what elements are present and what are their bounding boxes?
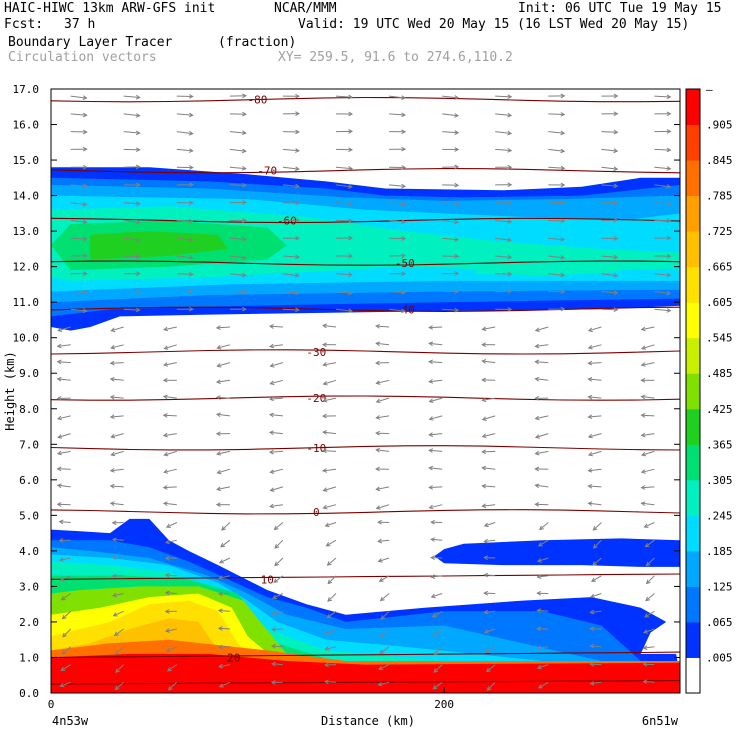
y-tick-label: 7.0 — [19, 438, 39, 451]
valid-time: Valid: 19 UTC Wed 20 May 15 (16 LST Wed … — [298, 17, 690, 32]
y-tick-label: 4.0 — [19, 545, 39, 558]
temperature-contour — [50, 260, 681, 266]
colorbar-frame — [685, 88, 701, 694]
contour-label: -40 — [395, 303, 415, 316]
temperature-contour — [50, 306, 681, 312]
contour-label: 20 — [227, 651, 240, 664]
colorbar-label: .125 — [706, 580, 733, 593]
x-tick-label: 0 — [48, 698, 55, 711]
colorbar-label: – — [706, 83, 713, 96]
colorbar-label: .905 — [706, 119, 733, 132]
temperature-contour — [50, 217, 681, 224]
contour-label: -20 — [306, 392, 326, 405]
y-axis-title: Height (km) — [3, 351, 17, 430]
contour-label: -50 — [395, 257, 415, 270]
y-tick-label: 1.0 — [19, 651, 39, 664]
y-tick-label: 10.0 — [13, 332, 40, 345]
y-tick-label: 16.0 — [13, 119, 40, 132]
tongue-tracer-band — [434, 538, 680, 567]
colorbar-swatch — [686, 302, 700, 339]
colorbar-label: .245 — [706, 509, 733, 522]
contour-label: -30 — [306, 346, 326, 359]
y-tick-label: 14.0 — [13, 190, 40, 203]
temperature-contour — [50, 445, 681, 451]
y-tick-label: 12.0 — [13, 261, 40, 274]
colorbar-label: .605 — [706, 296, 733, 309]
temperature-contour — [50, 395, 681, 401]
circulation-vectors — [56, 93, 672, 691]
y-tick-label: 6.0 — [19, 474, 39, 487]
fcst-value: 37 h — [64, 17, 96, 32]
colorbar-swatch — [686, 479, 700, 516]
colorbar-label: .665 — [706, 261, 733, 274]
y-tick-label: 3.0 — [19, 580, 39, 593]
temperature-contour — [50, 573, 681, 580]
x-tick-label: 200 — [434, 698, 454, 711]
y-tick-label: 9.0 — [19, 367, 39, 380]
colorbar-label: .725 — [706, 225, 733, 238]
colorbar-swatch — [686, 89, 700, 126]
org-label: NCAR/MMM — [274, 1, 337, 16]
vector-label: Circulation vectors — [8, 50, 157, 65]
x-end-label-right: 6n51w — [642, 714, 679, 728]
y-tick-label: 5.0 — [19, 509, 39, 522]
colorbar-label: .545 — [706, 332, 733, 345]
fcst-label: Fcst: — [4, 17, 44, 32]
temperature-contour — [50, 651, 681, 659]
colorbar-swatch — [686, 160, 700, 197]
upper-tracer-band-7 — [473, 259, 621, 276]
colorbar-swatch — [686, 408, 700, 445]
colorbar-swatch — [686, 444, 700, 481]
colorbar-label: .185 — [706, 545, 733, 558]
temperature-contour — [50, 96, 681, 103]
y-tick-label: 15.0 — [13, 154, 40, 167]
y-tick-label: 0.0 — [19, 687, 39, 700]
colorbar-swatch — [686, 373, 700, 410]
contour-label: 10 — [261, 573, 274, 586]
colorbar-label: .005 — [706, 651, 733, 664]
model-title: HAIC-HIWC 13km ARW-GFS init — [4, 1, 216, 16]
y-tick-label: 8.0 — [19, 403, 39, 416]
contour-label: -70 — [257, 165, 277, 178]
colorbar-swatch — [686, 550, 700, 587]
colorbar-label: .485 — [706, 367, 733, 380]
x-axis-title: Distance (km) — [321, 714, 415, 728]
init-time: Init: 06 UTC Tue 19 May 15 — [518, 1, 722, 16]
colorbar-label: .785 — [706, 190, 733, 203]
colorbar-swatch — [686, 124, 700, 161]
colorbar-label: .365 — [706, 438, 733, 451]
colorbar-swatch — [686, 586, 700, 623]
colorbar-label: .425 — [706, 403, 733, 416]
x-end-label-left: 4n53w — [52, 714, 89, 728]
y-tick-label: 11.0 — [13, 296, 40, 309]
y-tick-label: 17.0 — [13, 83, 40, 96]
temperature-contour — [50, 168, 681, 174]
y-tick-label: 13.0 — [13, 225, 40, 238]
y-tick-label: 2.0 — [19, 616, 39, 629]
field-name: Boundary Layer Tracer — [8, 35, 173, 50]
colorbar-swatch — [686, 515, 700, 552]
contour-label: -60 — [277, 214, 297, 227]
colorbar-swatch — [686, 266, 700, 303]
colorbar-swatch — [686, 621, 700, 658]
colorbar-swatch — [686, 195, 700, 232]
plot-frame — [50, 88, 681, 694]
temperature-contour — [50, 509, 681, 515]
colorbar-swatch — [686, 231, 700, 268]
colorbar-swatch — [686, 337, 700, 374]
temperature-contour — [50, 349, 681, 355]
contour-label: 0 — [313, 506, 320, 519]
field-units: (fraction) — [218, 35, 297, 50]
colorbar-label: .065 — [706, 616, 733, 629]
colorbar-swatch — [686, 657, 700, 694]
colorbar-label: .845 — [706, 154, 733, 167]
colorbar-label: .305 — [706, 474, 733, 487]
contour-label: -10 — [306, 442, 326, 455]
contour-label: -80 — [247, 94, 267, 107]
xy-label: XY= 259.5, 91.6 to 274.6,110.2 — [278, 50, 513, 65]
temperature-contour — [50, 680, 681, 685]
